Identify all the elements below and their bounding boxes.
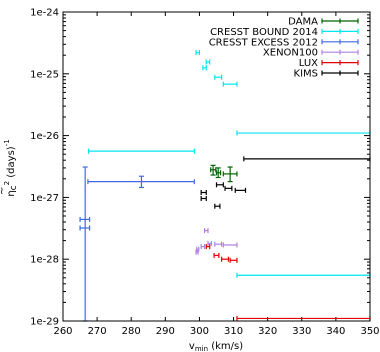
svg-text:ηc2 (days)-1: ηc2 (days)-1: [3, 139, 19, 196]
x-tick-label: 350: [360, 326, 379, 337]
legend-label: KIMS: [294, 69, 318, 80]
legend-label: CRESST EXCESS 2012: [209, 37, 318, 48]
y-tick-label: 1e-26: [30, 131, 59, 142]
legend-swatch: [321, 39, 359, 45]
y-tick-label: 1e-28: [30, 255, 59, 266]
legend-label: XENON100: [263, 48, 318, 59]
y-axis-label-tilde: ~: [0, 187, 8, 195]
x-tick-label: 320: [258, 326, 277, 337]
series-5: [200, 156, 371, 209]
x-axis-label: vmin (km/s): [189, 341, 243, 352]
x-tick-label: 280: [122, 326, 141, 337]
x-tick-label: 300: [190, 326, 209, 337]
series-1: [87, 50, 371, 278]
series-2: [79, 166, 195, 322]
series-0: [210, 164, 238, 183]
x-tick-label: 310: [224, 326, 243, 337]
legend-label: LUX: [299, 58, 318, 69]
legend-swatch: [321, 49, 359, 55]
axis-ticks: 260 270 280 290 300 310 320 330 340 350 1e-29 1e-28…: [30, 8, 379, 338]
y-tick-label: 1e-29: [30, 317, 59, 328]
x-tick-label: 340: [326, 326, 345, 337]
y-tick-label: 1e-27: [30, 193, 59, 204]
legend-swatch: [321, 18, 359, 24]
x-tick-label: 260: [53, 326, 72, 337]
series-4: [205, 244, 371, 321]
x-tick-label: 290: [156, 326, 175, 337]
legend-label: DAMA: [288, 17, 318, 28]
series-layer: [79, 50, 371, 322]
y-tick-label: 1e-24: [30, 8, 59, 19]
series-3: [195, 228, 238, 255]
y-tick-label: 1e-25: [30, 69, 59, 80]
x-tick-label: 270: [88, 326, 107, 337]
legend-swatch: [321, 28, 359, 34]
legend-swatch: [321, 60, 359, 66]
legend-swatch: [321, 70, 359, 76]
legend-label: CRESST BOUND 2014: [210, 27, 318, 38]
plot-frame: [62, 11, 371, 322]
y-axis-label: ηc2 (days)-1 ~: [0, 139, 19, 196]
x-tick-label: 330: [292, 326, 311, 337]
